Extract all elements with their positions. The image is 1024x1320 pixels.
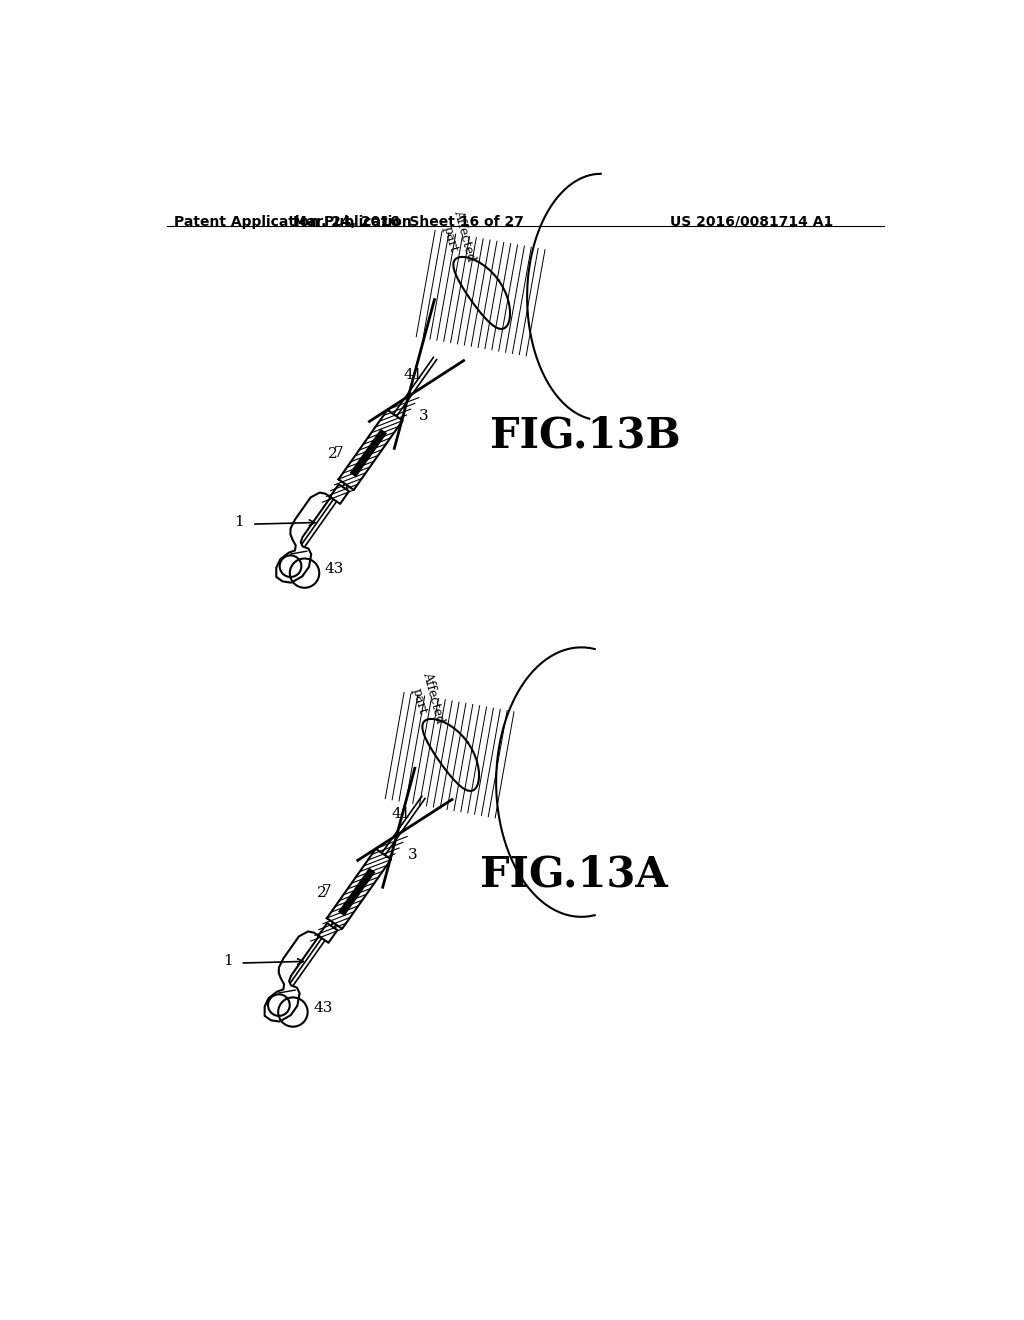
Text: 3: 3 — [419, 409, 429, 424]
Text: 2: 2 — [316, 886, 327, 900]
Text: Mar. 24, 2016  Sheet 16 of 27: Mar. 24, 2016 Sheet 16 of 27 — [293, 215, 524, 228]
Polygon shape — [276, 492, 331, 582]
Text: 41: 41 — [403, 368, 423, 381]
Polygon shape — [338, 867, 376, 916]
Polygon shape — [264, 932, 318, 1022]
Polygon shape — [289, 796, 425, 987]
Text: 2: 2 — [329, 447, 338, 462]
Polygon shape — [349, 429, 387, 478]
Polygon shape — [339, 411, 402, 490]
Text: FIG.13A: FIG.13A — [480, 854, 668, 895]
Text: 7: 7 — [334, 446, 343, 459]
Text: 41: 41 — [392, 807, 412, 821]
Text: 1: 1 — [223, 954, 232, 968]
Polygon shape — [327, 849, 391, 929]
Text: Patent Application Publication: Patent Application Publication — [174, 215, 413, 228]
Polygon shape — [454, 257, 510, 329]
Polygon shape — [330, 484, 349, 504]
Text: 43: 43 — [313, 1001, 333, 1015]
Text: 1: 1 — [234, 515, 245, 529]
Text: FIG.13B: FIG.13B — [489, 414, 681, 457]
Text: US 2016/0081714 A1: US 2016/0081714 A1 — [671, 215, 834, 228]
Polygon shape — [300, 358, 436, 549]
Polygon shape — [422, 719, 479, 791]
Text: Affected
part: Affected part — [406, 671, 446, 729]
Text: 7: 7 — [322, 884, 332, 899]
Text: 43: 43 — [325, 562, 344, 576]
Text: 3: 3 — [408, 847, 417, 862]
Text: Affected
part: Affected part — [437, 209, 478, 267]
Polygon shape — [318, 923, 337, 942]
